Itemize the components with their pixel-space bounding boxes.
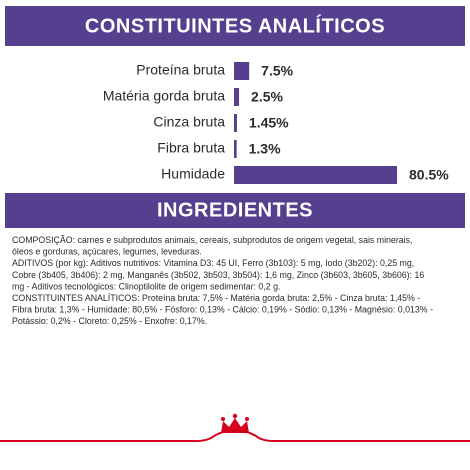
ingredients-title: INGREDIENTES: [157, 199, 313, 221]
bar: [234, 62, 250, 80]
value-label: 2.5%: [251, 89, 283, 105]
brand-logo: [221, 413, 249, 433]
ingredients-line: óleos e gorduras, açúcares, legumes, lev…: [12, 247, 202, 257]
ingredients-band: [5, 193, 465, 228]
value-label: 80.5%: [409, 167, 449, 183]
category-label: Proteína bruta: [136, 62, 225, 78]
value-label: 1.3%: [249, 141, 281, 157]
ingredients-line: Potássio: 0,2% - Cloreto: 0,25% - Enxofr…: [12, 316, 207, 326]
bar: [234, 114, 237, 132]
chart-title: CONSTITUINTES ANALÍTICOS: [85, 14, 385, 37]
ingredients-line: mg - Aditivos tecnológicos: Clinoptiloli…: [12, 281, 280, 291]
category-label: Cinza bruta: [153, 114, 225, 130]
ingredients-text: COMPOSIÇÃO: carnes e subprodutos animais…: [12, 235, 433, 326]
ingredients-line: COMPOSIÇÃO: carnes e subprodutos animais…: [12, 235, 412, 245]
category-label: Matéria gorda bruta: [103, 88, 225, 104]
bar-chart: Proteína bruta 7.5% Matéria gorda bruta 2.5…: [103, 62, 449, 184]
bar: [234, 140, 237, 158]
header-band: [5, 6, 465, 46]
bar: [234, 88, 240, 106]
ingredients-line: ADITIVOS (por kg): Aditivos nutritivos: …: [12, 258, 414, 268]
category-label: Fibra bruta: [157, 140, 225, 156]
value-label: 7.5%: [261, 63, 293, 79]
ingredients-line: Cobre (3b405, 3b406): 2 mg, Manganês (3b…: [12, 270, 424, 280]
bar: [234, 166, 397, 184]
category-label: Humidade: [161, 166, 225, 182]
ingredients-line: Fibra bruta: 1,3% - Humidade: 80,5% - Fó…: [12, 305, 433, 315]
ingredients-line: CONSTITUINTES ANALÍTICOS: Proteína bruta…: [12, 293, 420, 303]
value-label: 1.45%: [249, 115, 289, 131]
